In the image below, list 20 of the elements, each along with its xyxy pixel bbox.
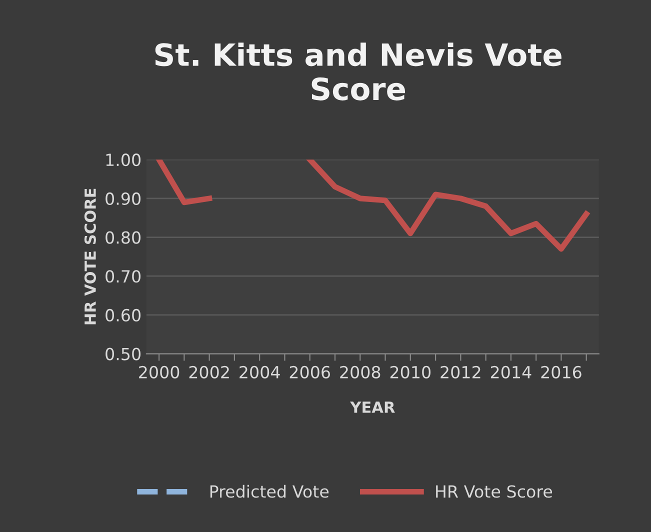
x-tick-label: 2010 [390,366,430,378]
y-tick-label: 0.90 [106,192,141,206]
x-tick-label: 2006 [290,366,330,378]
x-tick-label: 2012 [440,366,480,378]
x-tick-label: 2016 [541,366,582,378]
y-tick-label: 1.00 [106,154,141,166]
x-tick-label: 2008 [340,366,380,378]
y-tick-label: 0.50 [106,348,141,360]
y-axis-title: HR VOTE SCORE [84,188,96,324]
x-tick-label: 2000 [139,366,180,378]
chart-title: St. Kitts and Nevis Vote Score [155,42,562,100]
y-tick-label: 0.80 [106,231,141,244]
y-tick-label: 0.60 [106,308,141,322]
legend-label: HR Vote Score [436,485,552,498]
x-tick-label: 2004 [240,366,280,378]
x-axis-title: YEAR [350,402,395,413]
y-tick-label: 0.70 [106,270,141,283]
legend-label: Predicted Vote [210,484,329,498]
x-tick-label: 2002 [189,366,229,378]
x-tick-label: 2014 [490,366,532,378]
